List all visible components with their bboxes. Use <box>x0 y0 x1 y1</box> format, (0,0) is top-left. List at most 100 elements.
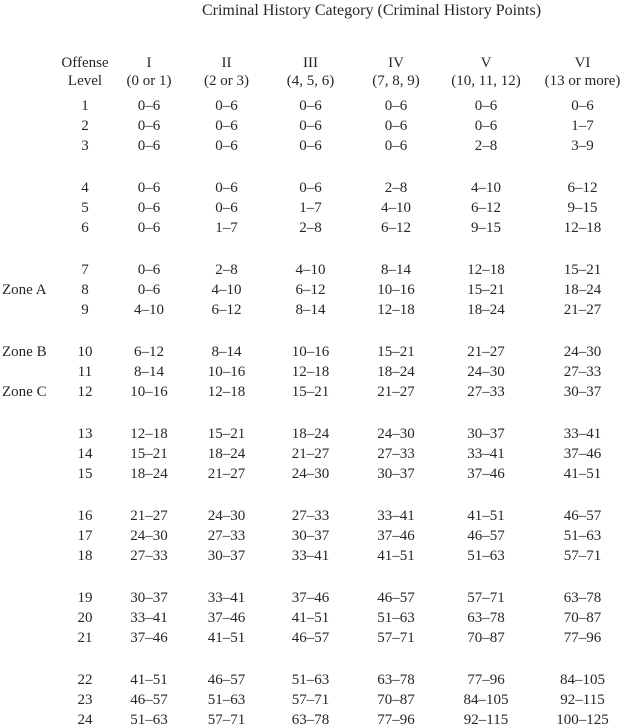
sentence-range-cell: 57–71 <box>377 630 415 646</box>
sentence-range-cell: 21–27 <box>130 508 168 524</box>
sentence-range-cell: 8–14 <box>211 344 242 360</box>
sentence-range-cell: 0–6 <box>137 180 161 196</box>
sentence-range-cell: 0–6 <box>215 118 238 134</box>
sentence-range-cell: 21–27 <box>207 466 246 482</box>
sentence-range-cell: 24–30 <box>207 508 246 524</box>
sentence-range-cell: 63–78 <box>563 590 602 606</box>
offense-level-row: 7 0–6 2–8 4–10 8–14 12–18 15–21 <box>0 238 631 280</box>
sentence-range-cell: 37–46 <box>207 610 246 626</box>
sentence-range-cell: 27–33 <box>563 364 602 380</box>
sentence-range-cell: 0–6 <box>215 180 238 196</box>
sentence-range-cell: 92–115 <box>463 712 509 725</box>
col-header-V-numeral: V <box>480 55 492 71</box>
sentence-range-cell: 3–9 <box>571 138 594 154</box>
sentence-range-cell: 4–10 <box>471 180 501 196</box>
sentence-range-cell: 30–37 <box>291 528 330 544</box>
sentence-range-cell: 0–6 <box>571 98 594 114</box>
sentence-range-cell: 0–6 <box>299 138 322 154</box>
sentence-range-cell: 24–30 <box>291 466 330 482</box>
sentence-range-cell: 46–57 <box>467 528 505 544</box>
zone-cell-empty <box>0 690 58 710</box>
col-header-III-points: (4, 5, 6) <box>286 73 335 89</box>
col-header-I: I (0 or 1) <box>112 54 186 96</box>
sentence-range-cell: 92–115 <box>560 692 605 708</box>
sentence-range-cell: 37–46 <box>291 590 330 606</box>
sentence-range-cell: 15–21 <box>130 446 168 462</box>
sentence-range-cell: 70–87 <box>563 610 602 626</box>
sentence-range-cell: 41–51 <box>130 672 168 688</box>
sentence-range-cell: 41–51 <box>291 610 330 626</box>
offense-level-cell: 23 <box>77 692 93 708</box>
offense-level-row: 2 0–6 0–6 0–6 0–6 0–6 1–7 <box>0 116 631 136</box>
offense-level-cell: 13 <box>77 426 93 442</box>
sentence-range-cell: 30–37 <box>130 590 168 606</box>
zone-cell-empty <box>0 362 58 382</box>
offense-level-cell: 3 <box>81 138 89 154</box>
sentence-range-cell: 27–33 <box>377 446 415 462</box>
zone-label: Zone B <box>2 344 47 360</box>
sentence-range-cell: 0–6 <box>137 282 161 298</box>
zone-label: Zone C <box>2 384 47 400</box>
zone-cell-empty <box>0 444 58 464</box>
sentence-range-cell: 2–8 <box>299 220 322 236</box>
sentence-range-cell: 1–7 <box>215 220 238 236</box>
offense-level-row: 13 12–18 15–21 18–24 24–30 30–37 33–41 <box>0 402 631 444</box>
sentence-range-cell: 30–37 <box>563 384 602 400</box>
sentence-range-cell: 24–30 <box>563 344 602 360</box>
sentence-range-cell: 6–12 <box>567 180 598 196</box>
header-row: Offense Level I (0 or 1) II (2 or 3) III… <box>0 54 631 96</box>
zone-cell-empty <box>0 116 58 136</box>
offense-level-row: 24 51–63 57–71 63–78 77–96 92–115 100–125 <box>0 710 631 725</box>
sentence-range-cell: 18–24 <box>130 466 168 482</box>
sentence-range-cell: 12–18 <box>130 426 168 442</box>
sentence-range-cell: 51–63 <box>467 548 505 564</box>
col-header-III-numeral: III <box>303 55 318 71</box>
zone-column-header <box>0 54 58 96</box>
sentence-range-cell: 41–51 <box>563 466 602 482</box>
offense-level-row: 23 46–57 51–63 57–71 70–87 84–105 92–115 <box>0 690 631 710</box>
offense-level-cell: 6 <box>81 220 89 236</box>
sentence-range-cell: 6–12 <box>381 220 411 236</box>
sentence-range-cell: 12–18 <box>467 262 505 278</box>
zone-cell-empty <box>0 96 58 116</box>
sentence-range-cell: 10–16 <box>291 344 330 360</box>
col-header-II-numeral: II <box>221 55 232 71</box>
sentence-range-cell: 24–30 <box>130 528 168 544</box>
sentence-range-cell: 21–27 <box>467 344 505 360</box>
zone-cell-empty <box>0 402 58 444</box>
sentence-range-cell: 46–57 <box>563 508 602 524</box>
zone-cell-empty <box>0 300 58 320</box>
sentence-range-cell: 18–24 <box>563 282 602 298</box>
sentence-range-cell: 77–96 <box>563 630 602 646</box>
offense-level-row: 20 33–41 37–46 41–51 51–63 63–78 70–87 <box>0 608 631 628</box>
sentence-range-cell: 6–12 <box>211 302 242 318</box>
sentence-range-cell: 0–6 <box>137 262 161 278</box>
sentence-range-cell: 41–51 <box>377 548 415 564</box>
sentence-range-cell: 2–8 <box>384 180 408 196</box>
col-header-VI-points: (13 or more) <box>544 73 621 89</box>
sentence-range-cell: 57–71 <box>467 590 505 606</box>
col-header-IV-numeral: IV <box>388 55 404 71</box>
sentence-range-cell: 4–10 <box>211 282 242 298</box>
offense-level-row: 18 27–33 30–37 33–41 41–51 51–63 57–71 <box>0 546 631 566</box>
sentence-range-cell: 46–57 <box>207 672 246 688</box>
sentence-range-cell: 46–57 <box>377 590 415 606</box>
sentence-range-cell: 0–6 <box>474 118 498 134</box>
sentence-range-cell: 33–41 <box>207 590 246 606</box>
offense-level-cell: 19 <box>77 590 93 606</box>
sentence-range-cell: 4–10 <box>295 262 326 278</box>
sentence-range-cell: 37–46 <box>130 630 168 646</box>
sentence-range-cell: 0–6 <box>384 118 408 134</box>
sentence-range-cell: 0–6 <box>299 180 322 196</box>
sentence-range-cell: 21–27 <box>377 384 415 400</box>
offense-level-row: 4 0–6 0–6 0–6 2–8 4–10 6–12 <box>0 156 631 198</box>
sentence-range-cell: 15–21 <box>207 426 246 442</box>
sentence-range-cell: 46–57 <box>130 692 168 708</box>
col-header-VI: VI (13 or more) <box>534 54 631 96</box>
offense-level-header-line2: Level <box>67 73 103 89</box>
offense-level-row: Zone C 12 10–16 12–18 15–21 21–27 27–33 30–37 <box>0 382 631 402</box>
offense-level-column-header: Offense Level <box>58 54 112 96</box>
sentence-range-cell: 4–10 <box>134 302 164 318</box>
sentence-range-cell: 51–63 <box>377 610 415 626</box>
offense-level-row: 19 30–37 33–41 37–46 46–57 57–71 63–78 <box>0 566 631 608</box>
